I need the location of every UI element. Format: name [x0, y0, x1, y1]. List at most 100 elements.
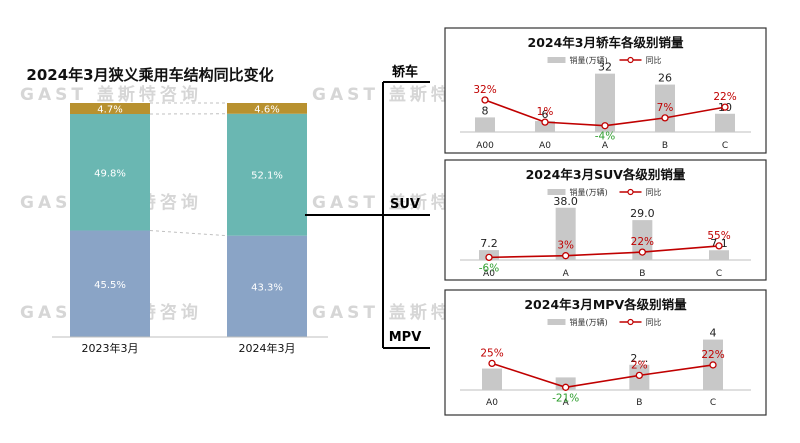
yoy-value-label: 32% [473, 84, 496, 96]
category-tick-label: A [602, 141, 609, 151]
panel-suv: 2024年3月SUV各级别销量销量(万辆)同比7.2A038.0A29.0B7.… [444, 159, 767, 281]
category-tick-label: C [716, 269, 722, 279]
panel-title: 2024年3月SUV各级别销量 [526, 167, 686, 182]
category-tick-label: B [662, 141, 668, 151]
stack-segment-bottom [70, 230, 150, 337]
structure-category-label: 2023年3月 [82, 341, 139, 355]
legend-marker [627, 188, 634, 196]
sales-bar [555, 207, 576, 260]
category-tick-label: A0 [486, 398, 498, 408]
sales-value-label: 29.0 [630, 207, 655, 220]
sales-bar [715, 113, 735, 132]
segment-panels: 2024年3月轿车各级别销量销量(万辆)同比8A006A032A26B10C32… [444, 27, 767, 416]
legend-swatch-bar [547, 57, 566, 63]
sales-value-label: 38.0 [553, 195, 578, 208]
category-tick-label: C [710, 398, 716, 408]
stack-segment-label: 45.5% [94, 280, 126, 291]
sales-bar [535, 121, 555, 132]
legend-label-bar: 销量(万辆) [570, 317, 608, 327]
yoy-point [715, 242, 723, 250]
yoy-value-label: 3% [557, 240, 574, 252]
yoy-value-label: -6% [479, 262, 499, 274]
stack-segment-middle [70, 113, 150, 231]
watermark-text: GAST 盖斯特咨询 [20, 84, 202, 105]
yoy-point [541, 118, 549, 126]
yoy-value-label: 55% [707, 230, 730, 242]
category-tick-label: A0 [539, 141, 551, 151]
panel-title: 2024年3月MPV各级别销量 [524, 297, 687, 312]
sales-bar [632, 220, 653, 260]
yoy-point [488, 359, 496, 368]
category-tick-label: B [636, 398, 642, 408]
category-tick-label: C [722, 141, 728, 151]
yoy-point [562, 383, 570, 391]
stack-segment-label: 4.7% [97, 104, 122, 115]
sales-value-label: 32 [598, 61, 612, 74]
category-tick-label: A [563, 269, 570, 279]
sales-bar [595, 73, 615, 132]
segment-connector-line [149, 230, 228, 237]
sales-value-label: 26 [658, 72, 672, 85]
category-tick-label: A0 [483, 269, 495, 279]
legend-label-line: 同比 [646, 187, 662, 197]
stack-segment-label: 4.6% [254, 104, 279, 115]
yoy-value-label: 1% [537, 106, 554, 118]
sales-value-label: 4 [710, 327, 717, 340]
stack-segment-label: 49.8% [94, 168, 126, 179]
sales-bar [482, 368, 502, 390]
stack-segment-bottom [227, 235, 307, 337]
structure-chart-title: 2024年3月狭义乘用车结构同比变化 [26, 66, 273, 84]
legend-label-bar: 销量(万辆) [570, 55, 608, 65]
structure-category-label: 2024年3月 [239, 341, 296, 355]
yoy-point [638, 248, 646, 256]
yoy-line [488, 245, 720, 259]
sales-value-label: 6 [542, 108, 549, 121]
yoy-point [709, 361, 717, 369]
yoy-value-label: -21% [552, 392, 579, 404]
stack-segment-middle [227, 113, 307, 236]
panel-sedan: 2024年3月轿车各级别销量销量(万辆)同比8A006A032A26B10C32… [444, 27, 767, 154]
sales-bar [655, 84, 675, 132]
sales-bar [475, 117, 495, 132]
branch-label-mpv: MPV [389, 330, 422, 345]
category-tick-label: A [563, 398, 570, 408]
connector-bracket [305, 81, 430, 349]
yoy-value-label: 2% [631, 359, 648, 371]
category-tick-label: A00 [476, 141, 494, 151]
yoy-value-label: 25% [480, 347, 503, 359]
yoy-line [491, 362, 714, 389]
yoy-point [721, 103, 729, 111]
legend-label-line: 同比 [646, 317, 662, 327]
yoy-point [661, 114, 669, 122]
stack-segment-label: 52.1% [251, 171, 283, 182]
yoy-point [481, 96, 489, 104]
sales-bar [709, 250, 729, 260]
sales-value-label: 8 [482, 104, 489, 117]
yoy-point [601, 122, 609, 130]
branch-label-sedan: 轿车 [392, 64, 418, 80]
yoy-value-label: 22% [713, 91, 736, 103]
legend-swatch-bar [547, 319, 566, 325]
yoy-point [635, 371, 643, 380]
yoy-value-label: -4% [595, 131, 615, 143]
sales-value-label: 2… [630, 352, 648, 365]
stack-segment-top [70, 103, 150, 114]
stack-segment-top [227, 103, 307, 114]
sales-value-label: 7.2 [480, 237, 498, 250]
yoy-value-label: 22% [701, 349, 724, 361]
yoy-point [562, 252, 570, 260]
structure-chart: 45.5% 49.8% 4.7% 2023年3月 43.3% 52.1% 4.6% 2024年… [52, 102, 328, 355]
yoy-point [485, 253, 493, 262]
legend-marker [627, 318, 634, 326]
legend-label-line: 同比 [646, 55, 662, 65]
panel-title: 2024年3月轿车各级别销量 [528, 35, 684, 50]
yoy-value-label: 22% [631, 236, 654, 248]
legend-label-bar: 销量(万辆) [570, 187, 608, 197]
legend-marker [627, 56, 634, 64]
legend-swatch-bar [547, 189, 566, 195]
branch-label-suv: SUV [390, 197, 420, 212]
stack-segment-label: 43.3% [251, 282, 283, 293]
category-tick-label: B [639, 269, 645, 279]
